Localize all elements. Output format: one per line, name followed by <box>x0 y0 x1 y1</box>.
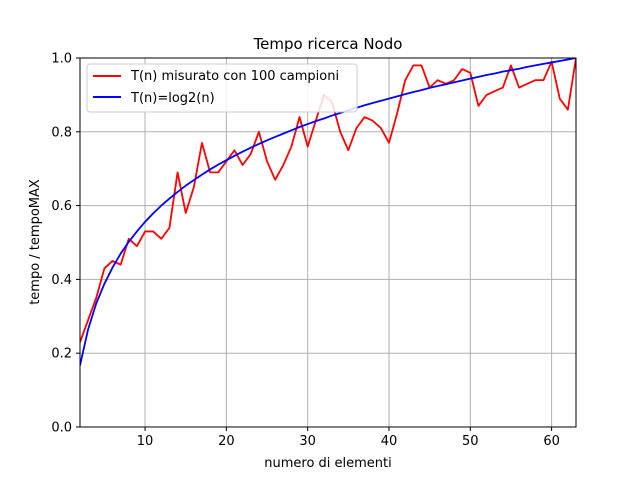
legend-label-log2: T(n)=log2(n) <box>130 91 215 106</box>
legend: T(n) misurato con 100 campioni T(n)=log2… <box>86 63 358 113</box>
y-tick-label: 0.4 <box>51 273 72 288</box>
legend-label-measured: T(n) misurato con 100 campioni <box>130 69 339 84</box>
y-tick-label: 0.6 <box>51 199 72 214</box>
plot-area <box>80 58 576 427</box>
x-axis-ticks: 10 20 30 40 50 60 <box>137 427 560 449</box>
y-axis-label: tempo / tempoMAX <box>28 179 43 305</box>
y-tick-label: 0.8 <box>51 125 72 140</box>
x-tick-label: 20 <box>218 434 235 449</box>
x-tick-label: 40 <box>381 434 398 449</box>
y-axis-ticks: 0.0 0.2 0.4 0.6 0.8 1.0 <box>51 52 80 436</box>
y-tick-label: 0.0 <box>51 421 72 436</box>
x-tick-label: 60 <box>543 434 560 449</box>
x-tick-label: 10 <box>137 434 154 449</box>
x-axis-label: numero di elementi <box>264 456 392 471</box>
plot-frame <box>79 57 577 428</box>
grid <box>80 57 576 428</box>
y-tick-label: 0.2 <box>51 347 72 362</box>
chart-title: Tempo ricerca Nodo <box>253 35 403 53</box>
x-tick-label: 50 <box>462 434 479 449</box>
y-tick-label: 1.0 <box>51 52 72 67</box>
series-line-log2 <box>80 58 576 366</box>
legend-box <box>86 63 358 113</box>
x-tick-label: 30 <box>299 434 316 449</box>
